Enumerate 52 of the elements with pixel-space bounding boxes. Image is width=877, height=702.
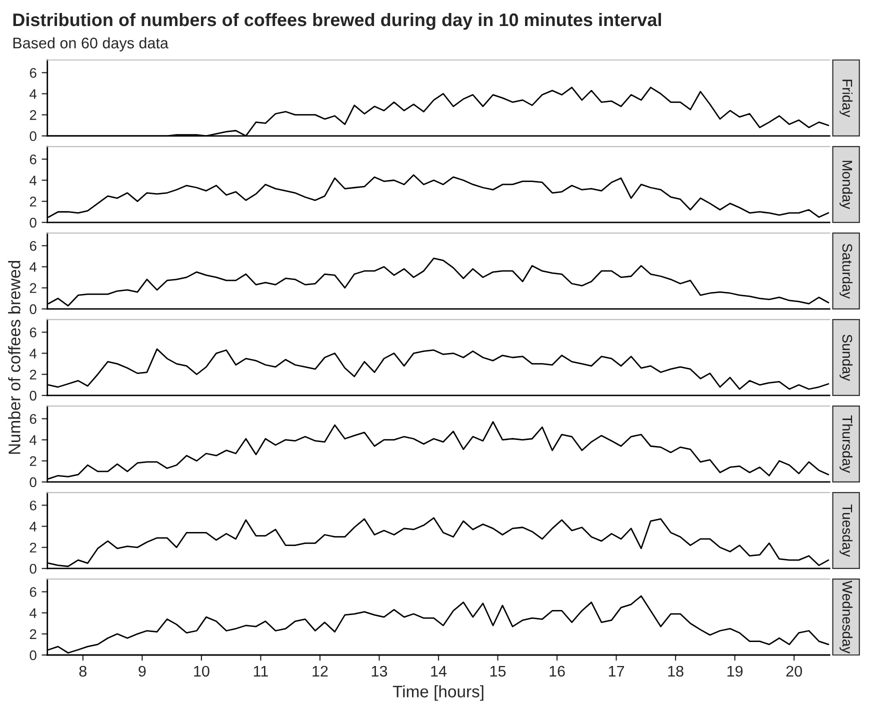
y-tick-label: 0 — [30, 650, 36, 660]
x-tick-label: 19 — [727, 666, 743, 677]
y-tick-label: 2 — [30, 196, 36, 206]
text: Saturday — [840, 244, 853, 299]
y-tick-label: 6 — [30, 500, 36, 510]
x-tick-label: 18 — [668, 666, 684, 677]
text: Tuesday — [840, 504, 853, 557]
text: Wednesday — [840, 580, 853, 654]
x-tick-label: 11 — [254, 666, 268, 676]
y-tick-label: 2 — [30, 370, 36, 380]
y-tick-label: 2 — [30, 456, 36, 466]
y-tick-label: 6 — [30, 414, 36, 424]
x-tick-label: 14 — [431, 666, 447, 676]
y-tick-label: 0 — [30, 304, 36, 314]
y-tick-label: 0 — [30, 390, 36, 401]
y-tick-label: 0 — [30, 131, 36, 142]
y-tick-label: 6 — [30, 241, 36, 251]
y-tick-label: 0 — [30, 477, 36, 488]
y-tick-label: 2 — [30, 110, 36, 120]
y-tick-label: 4 — [30, 176, 37, 186]
chart-subtitle: Based on 60 days data — [13, 37, 168, 52]
y-tick-label: 4 — [30, 608, 37, 618]
text: Thursday — [840, 415, 853, 473]
x-tick-label: 13 — [372, 666, 388, 677]
x-tick-label: 12 — [312, 666, 328, 676]
y-tick-label: 4 — [30, 522, 37, 532]
y-tick-label: 2 — [30, 629, 36, 639]
x-tick-label: 16 — [550, 666, 565, 677]
y-tick-label: 2 — [30, 542, 36, 552]
y-tick-label: 4 — [30, 348, 37, 358]
y-tick-label: 4 — [30, 435, 37, 445]
y-tick-label: 4 — [30, 89, 37, 99]
x-tick-label: 15 — [490, 666, 506, 677]
y-tick-label: 6 — [30, 328, 36, 338]
y-tick-label: 6 — [30, 587, 36, 597]
x-tick-label: 17 — [608, 666, 624, 676]
x-tick-label: 9 — [138, 666, 146, 677]
y-tick-label: 0 — [30, 218, 36, 228]
text: Monday — [840, 160, 853, 210]
y-tick-label: 4 — [30, 262, 37, 272]
y-tick-label: 6 — [30, 68, 36, 78]
x-tick-label: 8 — [79, 666, 86, 677]
x-tick-label: 20 — [786, 666, 802, 677]
x-tick-label: 10 — [194, 666, 210, 677]
y-axis-title: Number of coffees brewed — [8, 260, 20, 454]
chart-title: Distribution of numbers of coffees brewed during day in 10 minutes interval — [13, 12, 661, 30]
x-axis-title: Time [hours] — [392, 685, 484, 701]
y-tick-label: 2 — [30, 283, 36, 293]
text: Sunday — [840, 334, 853, 382]
text: Friday — [840, 80, 853, 118]
y-tick-label: 6 — [30, 154, 36, 164]
y-tick-label: 0 — [30, 564, 36, 574]
